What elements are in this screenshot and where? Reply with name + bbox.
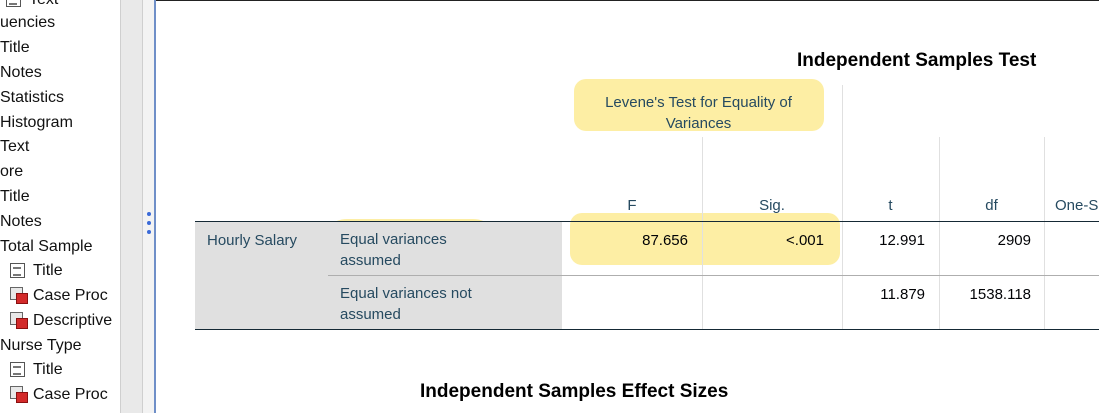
outline-item[interactable]: Case Proc: [8, 383, 108, 407]
output-viewer: Independent Samples Test Levene's Test f…: [156, 0, 1099, 414]
outline-item[interactable]: Notes: [0, 213, 42, 230]
outline-item[interactable]: Title: [0, 188, 30, 205]
column-header-sig: Sig.: [759, 197, 785, 214]
outline-item[interactable]: Case Proc: [8, 284, 108, 308]
outline-item[interactable]: Total Sample: [0, 238, 93, 255]
cell-f: 87.656: [642, 232, 688, 249]
cell-sig: <.001: [786, 232, 824, 249]
column-divider: [702, 137, 703, 329]
column-divider: [939, 137, 940, 329]
column-header-one-sided: One-S: [1055, 197, 1099, 214]
outline-item[interactable]: Histogram: [0, 114, 73, 131]
outline-item[interactable]: Descriptive: [8, 309, 112, 333]
cell-df: 2909: [997, 232, 1031, 249]
title-icon: [8, 260, 28, 278]
outline-item[interactable]: Title: [8, 358, 63, 382]
effect-sizes-title: Independent Samples Effect Sizes: [420, 381, 729, 402]
header-rule: [195, 221, 1099, 222]
highlight-marker: [574, 79, 824, 131]
row-label-equal-not-assumed: Equal variances not assumed: [340, 285, 472, 323]
row-rule: [328, 275, 1099, 276]
outline-item[interactable]: Notes: [0, 64, 42, 81]
pane-splitter[interactable]: [154, 0, 156, 413]
table-bottom-rule: [195, 329, 1099, 330]
cell-t: 12.991: [879, 232, 925, 249]
splitter-handle-icon[interactable]: [146, 212, 152, 236]
outline-pane: Text uencies Title Notes Statistics Hist…: [0, 0, 120, 413]
outline-item[interactable]: Nurse Type: [0, 337, 82, 354]
outline-item[interactable]: Statistics: [0, 89, 65, 106]
table-icon: [8, 384, 28, 403]
column-divider: [842, 85, 843, 329]
column-header-f: F: [627, 197, 637, 214]
column-header-df: df: [985, 197, 998, 214]
outline-scrollbar[interactable]: [120, 0, 143, 413]
column-header-t: t: [888, 197, 893, 214]
title-icon: [8, 359, 28, 377]
outline-item[interactable]: ore: [0, 163, 24, 180]
cell-t: 11.879: [880, 286, 925, 303]
variable-label: Hourly Salary: [207, 232, 298, 249]
outline-item[interactable]: Title: [8, 259, 63, 283]
outline-item[interactable]: Text: [0, 138, 30, 155]
row-label-equal-assumed: Equal variances assumed: [340, 231, 447, 269]
pane-border: [142, 0, 155, 413]
outline-item[interactable]: Title: [0, 39, 30, 56]
text-icon: [4, 0, 24, 7]
column-divider: [1044, 137, 1045, 329]
outline-item[interactable]: Text: [4, 0, 58, 12]
table-icon: [8, 285, 28, 304]
levene-group-header: Levene's Test for Equality of Variances: [605, 94, 792, 132]
table-title: Independent Samples Test: [797, 50, 1037, 71]
outline-item[interactable]: uencies: [0, 14, 56, 31]
table-icon: [8, 310, 28, 329]
cell-df: 1538.118: [969, 286, 1031, 303]
